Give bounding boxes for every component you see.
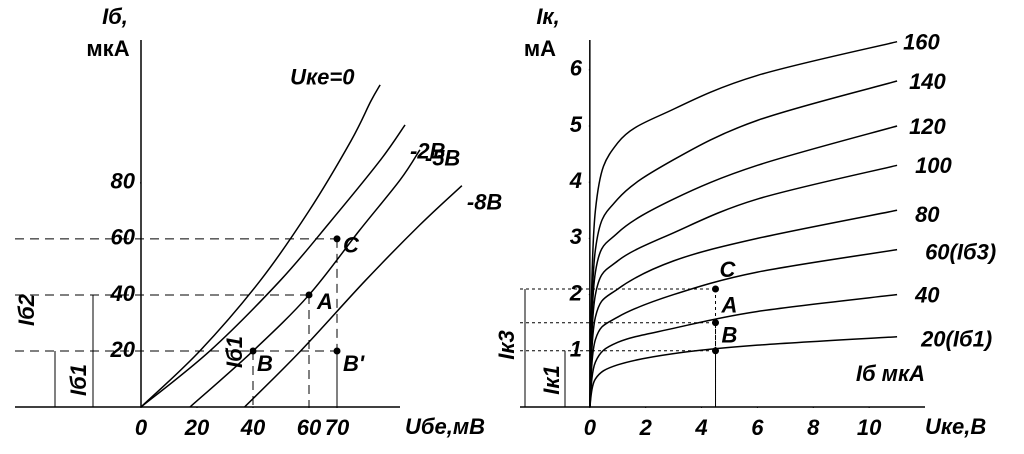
curve-label: 40 <box>914 282 940 307</box>
point <box>249 347 257 355</box>
x-tick-label: 10 <box>857 415 882 440</box>
annotation: Iб2 <box>14 293 39 326</box>
curve-label: -2B <box>410 139 446 164</box>
point-label: C <box>343 233 360 258</box>
y-axis-label: мкА <box>86 36 129 61</box>
curve <box>589 293 898 408</box>
point-label: A <box>721 293 738 318</box>
point-label: A <box>316 289 333 314</box>
point <box>712 319 720 327</box>
y-axis-label: Iб, <box>102 4 128 29</box>
curve <box>140 124 406 408</box>
point-label: C <box>720 257 737 282</box>
point-label: B' <box>343 351 365 376</box>
y-tick-label: 4 <box>569 168 582 193</box>
curve <box>589 125 898 408</box>
annotation: Iб1 <box>66 364 91 396</box>
curve <box>589 209 898 408</box>
curve-label: 140 <box>909 69 946 94</box>
x-axis-label: Uбе,мВ <box>405 414 485 439</box>
curve-label: 120 <box>909 114 946 139</box>
annotation: Iк3 <box>494 330 519 360</box>
point-label: B <box>722 323 738 348</box>
curve <box>589 80 898 408</box>
annotation: Iб1 <box>222 336 247 368</box>
y-tick-label: 20 <box>110 337 136 362</box>
x-tick-label: 40 <box>240 415 266 440</box>
y-axis-label: Iк, <box>536 4 559 29</box>
x-axis-label: Uке,В <box>925 414 986 439</box>
curve-label: -8B <box>467 189 503 214</box>
y-tick-label: 1 <box>570 337 582 362</box>
y-tick-label: 60 <box>111 225 136 250</box>
curve <box>589 40 898 408</box>
y-tick-label: 3 <box>570 224 582 249</box>
x-tick-label: 6 <box>751 415 764 440</box>
x-tick-label: 0 <box>135 415 148 440</box>
y-tick-label: 80 <box>111 169 136 194</box>
x-tick-label: 60 <box>297 415 322 440</box>
annotation: Iк1 <box>539 365 564 395</box>
y-tick-label: 5 <box>570 112 583 137</box>
point <box>333 235 341 243</box>
curve-label: 60(Iб3) <box>925 239 996 264</box>
curve <box>244 185 463 408</box>
point <box>305 291 313 299</box>
x-tick-label: 0 <box>584 415 597 440</box>
curve-label: 160 <box>903 29 940 54</box>
curve <box>589 164 898 408</box>
curve-label: -5B <box>425 146 461 171</box>
y-tick-label: 2 <box>569 280 583 305</box>
point <box>712 347 720 355</box>
y-tick-label: 6 <box>570 56 583 81</box>
x-tick-label: 20 <box>184 415 210 440</box>
point-label: B <box>257 351 273 376</box>
x-tick-label: 2 <box>639 415 653 440</box>
curve-label: 80 <box>915 202 940 227</box>
point <box>333 347 341 355</box>
y-tick-label: 40 <box>110 281 136 306</box>
x-tick-label: 70 <box>325 415 350 440</box>
curve <box>189 149 421 408</box>
x-tick-label: 4 <box>694 415 707 440</box>
curve <box>589 248 898 408</box>
point <box>712 285 720 293</box>
annotation: Iб мкА <box>856 361 925 386</box>
curve-label: 100 <box>915 153 952 178</box>
curve-label: Uке=0 <box>290 65 355 90</box>
y-axis-label: мА <box>524 36 556 61</box>
curve-label: 20(Iб1) <box>920 327 992 352</box>
x-tick-label: 8 <box>807 415 820 440</box>
curve <box>589 335 898 408</box>
